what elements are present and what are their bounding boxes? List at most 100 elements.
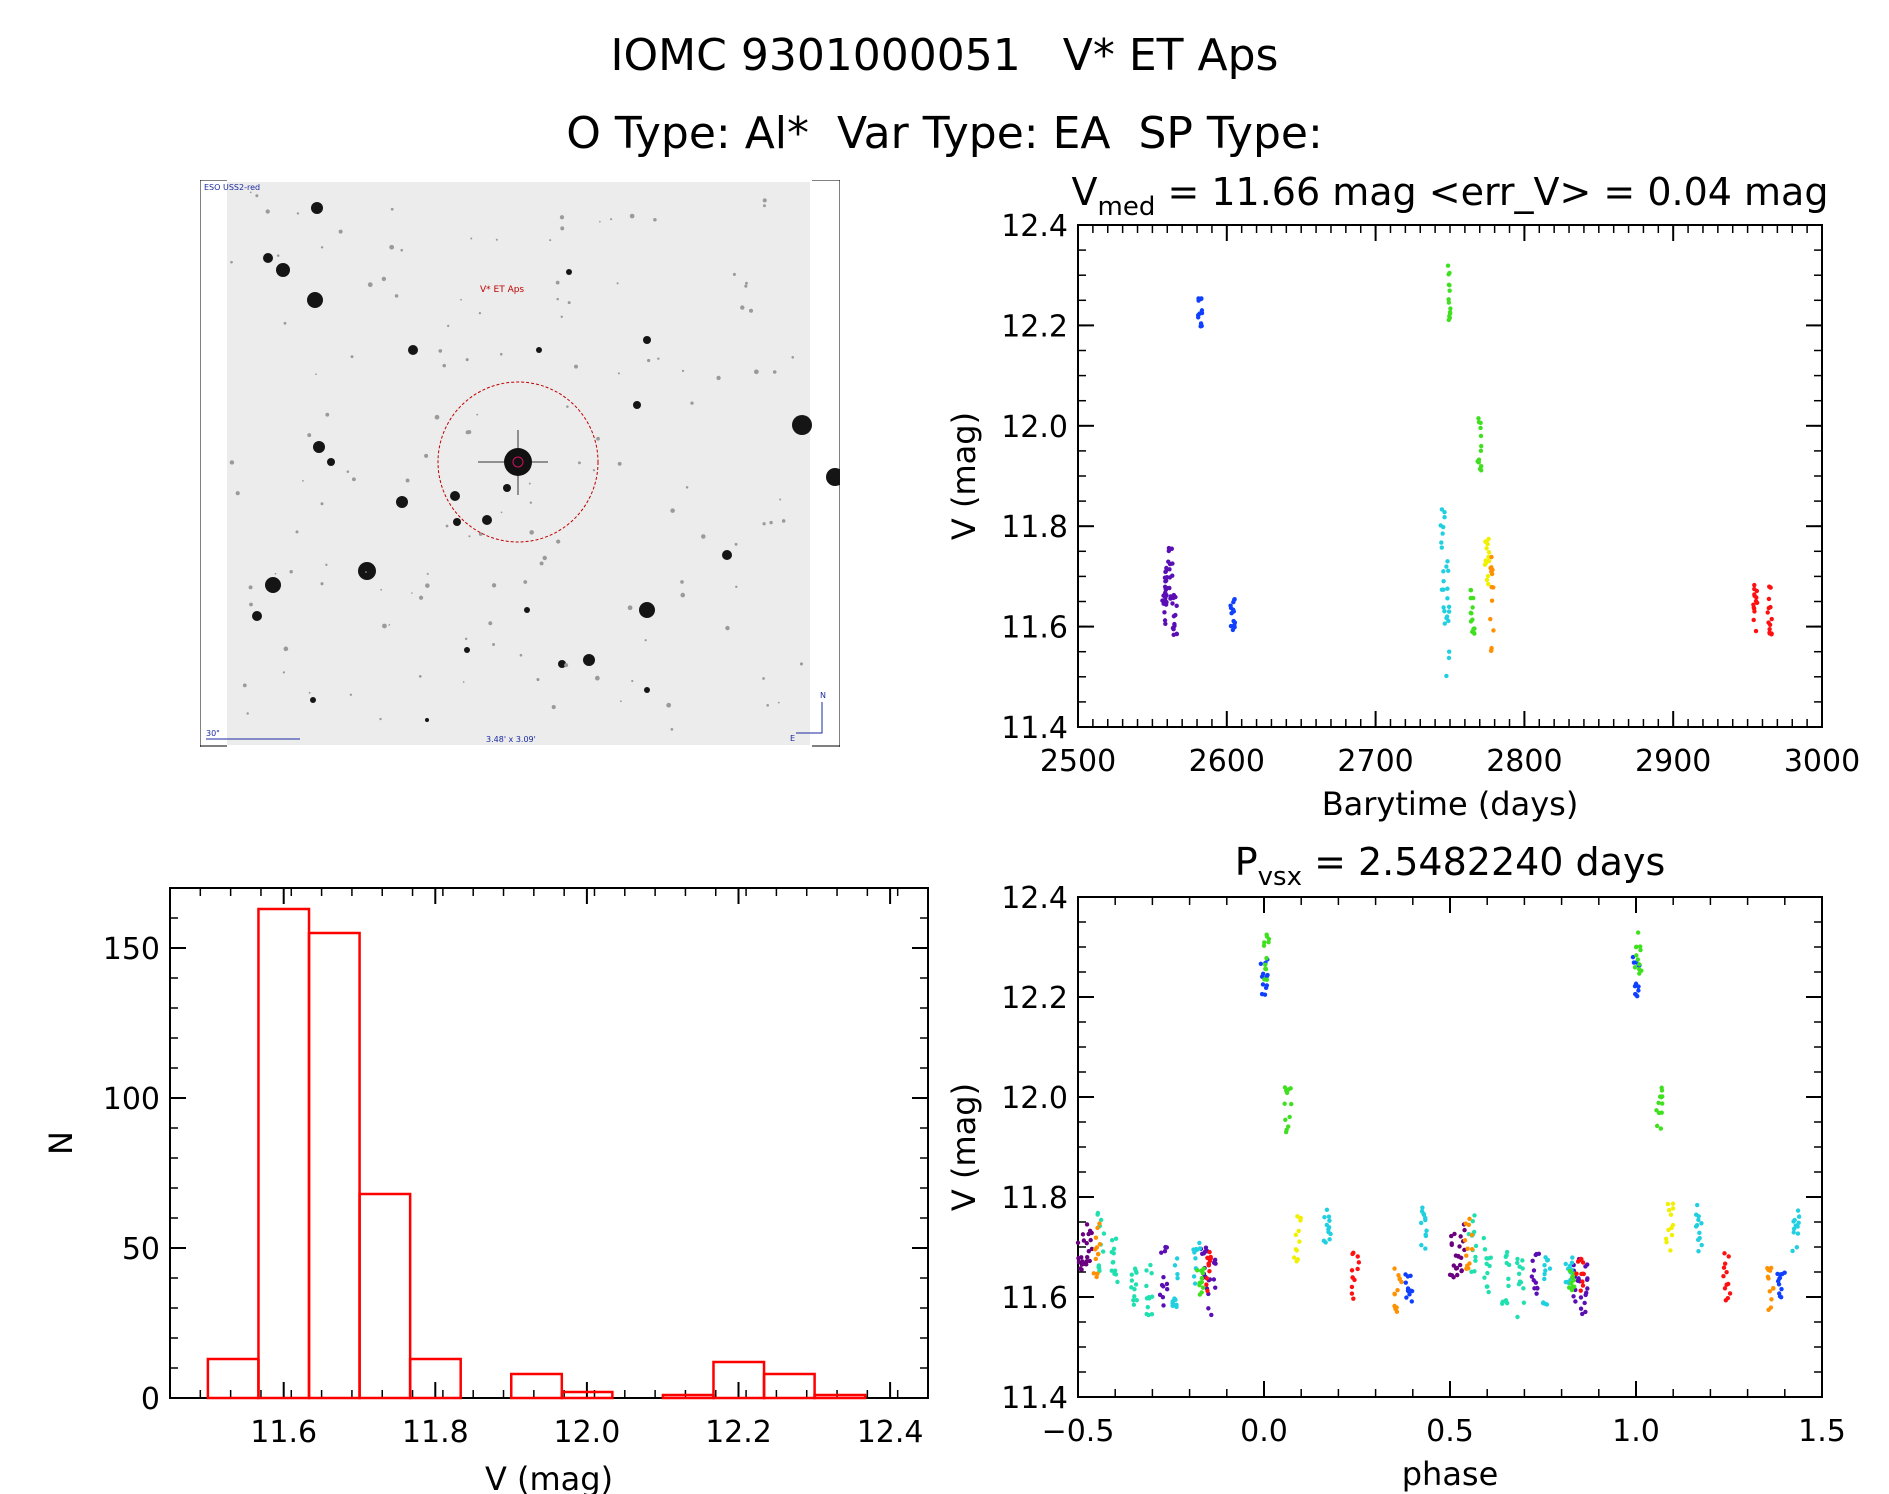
faint-star-mark — [499, 352, 503, 356]
data-point — [1578, 1288, 1583, 1293]
data-point — [1471, 1229, 1477, 1235]
data-point — [1635, 930, 1641, 935]
data-point — [1198, 1268, 1204, 1273]
data-point — [1767, 622, 1773, 627]
data-point — [1327, 1218, 1332, 1223]
data-point — [1132, 1286, 1137, 1292]
data-point — [1456, 1254, 1461, 1259]
phased-frame — [1077, 896, 1823, 1398]
data-point — [1174, 1256, 1180, 1261]
data-point — [1573, 1287, 1578, 1293]
data-point — [1326, 1214, 1332, 1219]
faint-star-mark — [556, 297, 559, 301]
faint-star-mark — [567, 301, 571, 305]
histogram-bar — [813, 1393, 867, 1400]
faint-star-mark — [574, 364, 578, 369]
data-point — [1149, 1271, 1154, 1276]
data-point — [1442, 509, 1447, 515]
data-point — [1795, 1208, 1801, 1213]
data-point — [1131, 1302, 1137, 1307]
data-point — [1445, 263, 1451, 268]
data-point — [1263, 966, 1268, 972]
star-mark — [425, 718, 429, 722]
data-point — [1193, 1256, 1198, 1261]
star-mark — [826, 468, 840, 486]
faint-star-mark — [248, 585, 253, 590]
data-point — [1115, 1279, 1120, 1285]
faint-star-mark — [556, 539, 561, 544]
data-point — [1632, 984, 1638, 989]
data-point — [1769, 632, 1774, 637]
data-point — [1666, 1207, 1672, 1213]
faint-star-mark — [425, 583, 430, 588]
faint-star-mark — [418, 595, 424, 600]
star-mark — [311, 202, 323, 214]
faint-star-mark — [434, 414, 440, 420]
faint-star-mark — [379, 717, 382, 721]
faint-star-mark — [666, 702, 672, 708]
data-point — [1752, 582, 1757, 588]
faint-star-mark — [307, 433, 312, 438]
data-point — [1500, 1300, 1505, 1305]
data-point — [1091, 1271, 1097, 1276]
faint-star-mark — [320, 582, 324, 586]
data-point — [1488, 565, 1493, 571]
data-point — [1080, 1232, 1086, 1237]
data-point — [1727, 1291, 1733, 1296]
faint-star-mark — [631, 679, 634, 683]
data-point — [1196, 298, 1201, 303]
data-point — [1349, 1284, 1355, 1290]
data-point — [1458, 1234, 1463, 1239]
faint-star-mark — [564, 663, 569, 668]
data-point — [1129, 1278, 1135, 1283]
faint-star-mark — [438, 349, 443, 353]
data-point — [1096, 1251, 1101, 1257]
data-point — [1084, 1262, 1089, 1267]
data-point — [1696, 1217, 1701, 1223]
data-point — [1452, 1231, 1457, 1237]
faint-star-mark — [594, 675, 600, 681]
data-point — [1087, 1228, 1093, 1234]
x-tick-label: 3000 — [1784, 744, 1860, 779]
data-point — [1469, 1269, 1474, 1275]
data-point — [1543, 1268, 1548, 1273]
data-point — [1447, 1272, 1453, 1277]
data-point — [1442, 515, 1447, 520]
faint-star-mark — [381, 276, 387, 282]
data-point — [1080, 1259, 1085, 1264]
data-point — [1654, 1123, 1660, 1129]
histogram-frame — [169, 887, 929, 1399]
figure-subtitle: O Type: Al* Var Type: EA SP Type: — [566, 108, 1323, 159]
data-point — [1441, 605, 1446, 610]
data-point — [1722, 1286, 1728, 1291]
faint-star-mark — [657, 357, 660, 360]
data-point — [1663, 1236, 1669, 1242]
data-point — [1668, 1212, 1674, 1217]
data-point — [1162, 618, 1168, 623]
data-point — [1724, 1282, 1729, 1287]
data-point — [1631, 960, 1637, 965]
faint-star-mark — [325, 563, 328, 566]
data-point — [1212, 1259, 1217, 1265]
faint-star-mark — [265, 209, 270, 214]
x-tick-label: 11.6 — [250, 1415, 317, 1450]
faint-star-mark — [500, 511, 503, 514]
faint-star-mark — [769, 520, 773, 525]
faint-star-mark — [302, 480, 304, 482]
faint-star-mark — [338, 229, 343, 234]
faint-star-mark — [781, 519, 786, 523]
data-point — [1170, 1299, 1175, 1304]
data-point — [1699, 1242, 1704, 1248]
data-point — [1164, 1281, 1170, 1287]
data-point — [1489, 648, 1494, 653]
north-label: N — [820, 691, 826, 700]
data-point — [1542, 1301, 1548, 1306]
data-point — [1778, 1272, 1783, 1277]
data-point — [1321, 1238, 1327, 1244]
faint-star-mark — [464, 637, 468, 641]
data-point — [1697, 1230, 1702, 1236]
data-point — [1324, 1207, 1330, 1213]
data-point — [1482, 1247, 1488, 1252]
data-point — [1157, 1292, 1163, 1297]
data-point — [1486, 1289, 1491, 1295]
